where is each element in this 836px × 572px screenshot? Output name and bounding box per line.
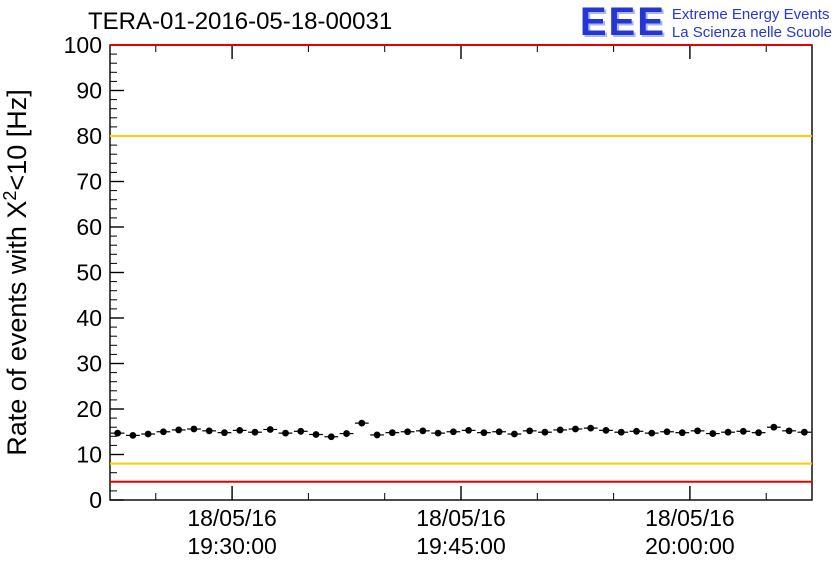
- data-point: [617, 428, 625, 436]
- data-point: [770, 423, 778, 431]
- data-point: [327, 433, 335, 441]
- data-point: [388, 429, 396, 437]
- data-point: [755, 429, 762, 437]
- data-point: [648, 429, 656, 437]
- y-tick-label: 0: [89, 487, 102, 513]
- eee-logo-acronym: EEE: [579, 0, 666, 44]
- plot-frame: [109, 44, 813, 501]
- data-point: [633, 427, 640, 435]
- data-point: [434, 429, 442, 437]
- data-point: [144, 430, 152, 438]
- y-tick-label: 40: [76, 305, 102, 331]
- x-tick-time-label: 19:30:00: [187, 533, 277, 559]
- data-point: [297, 427, 305, 435]
- y-tick-label: 70: [76, 169, 102, 195]
- data-point: [800, 428, 808, 436]
- data-point: [343, 430, 350, 437]
- eee-logo: EEE Extreme Energy Events La Scienza nel…: [579, 0, 832, 44]
- data-point: [373, 431, 381, 439]
- x-tick-date-label: 18/05/16: [645, 505, 735, 531]
- data-point: [709, 430, 717, 437]
- data-point: [663, 428, 671, 436]
- y-tick-label: 50: [76, 260, 102, 286]
- data-point: [678, 429, 686, 437]
- data-point: [114, 429, 122, 437]
- x-tick-date-label: 18/05/16: [416, 505, 506, 531]
- x-tick-time-label: 19:45:00: [416, 533, 506, 559]
- chart-title: TERA-01-2016-05-18-00031: [88, 8, 393, 35]
- data-point: [160, 428, 167, 436]
- data-point: [556, 426, 564, 434]
- data-point: [739, 427, 747, 435]
- data-point: [724, 428, 732, 436]
- data-point: [572, 425, 579, 433]
- data-point: [282, 429, 289, 437]
- y-axis-label: Rate of events with X2<10 [Hz]: [0, 89, 32, 455]
- data-point: [465, 426, 473, 434]
- data-point: [266, 426, 274, 433]
- data-point: [251, 428, 259, 436]
- data-point: [511, 430, 518, 438]
- y-tick-label: 10: [76, 442, 102, 468]
- data-point: [694, 427, 701, 435]
- data-point: [205, 427, 213, 435]
- data-point: [129, 431, 137, 439]
- data-point: [449, 428, 457, 436]
- eee-logo-line2: La Scienza nelle Scuole: [671, 24, 832, 41]
- x-tick-time-label: 20:00:00: [645, 533, 735, 559]
- data-point: [419, 427, 427, 435]
- data-point: [541, 428, 549, 436]
- y-tick-label: 20: [76, 396, 102, 422]
- data-point: [480, 429, 488, 437]
- data-point: [404, 428, 411, 436]
- data-point: [602, 426, 610, 434]
- data-point: [236, 426, 244, 434]
- y-tick-label: 30: [76, 351, 102, 377]
- data-point: [175, 426, 183, 434]
- eee-logo-line1: Extreme Energy Events: [671, 6, 830, 23]
- y-tick-label: 90: [76, 78, 102, 104]
- data-point: [190, 425, 198, 433]
- data-point: [312, 431, 320, 438]
- data-point: [495, 428, 503, 436]
- data-point: [358, 419, 366, 427]
- y-tick-label: 100: [64, 32, 102, 58]
- data-point: [587, 424, 595, 432]
- eee-logo-text: Extreme Energy Events La Scienza nelle S…: [672, 4, 832, 42]
- y-tick-label: 80: [76, 123, 102, 149]
- x-tick-date-label: 18/05/16: [187, 505, 277, 531]
- data-point: [221, 429, 228, 437]
- y-tick-label: 60: [76, 214, 102, 240]
- data-point: [526, 427, 534, 435]
- data-point: [785, 427, 793, 435]
